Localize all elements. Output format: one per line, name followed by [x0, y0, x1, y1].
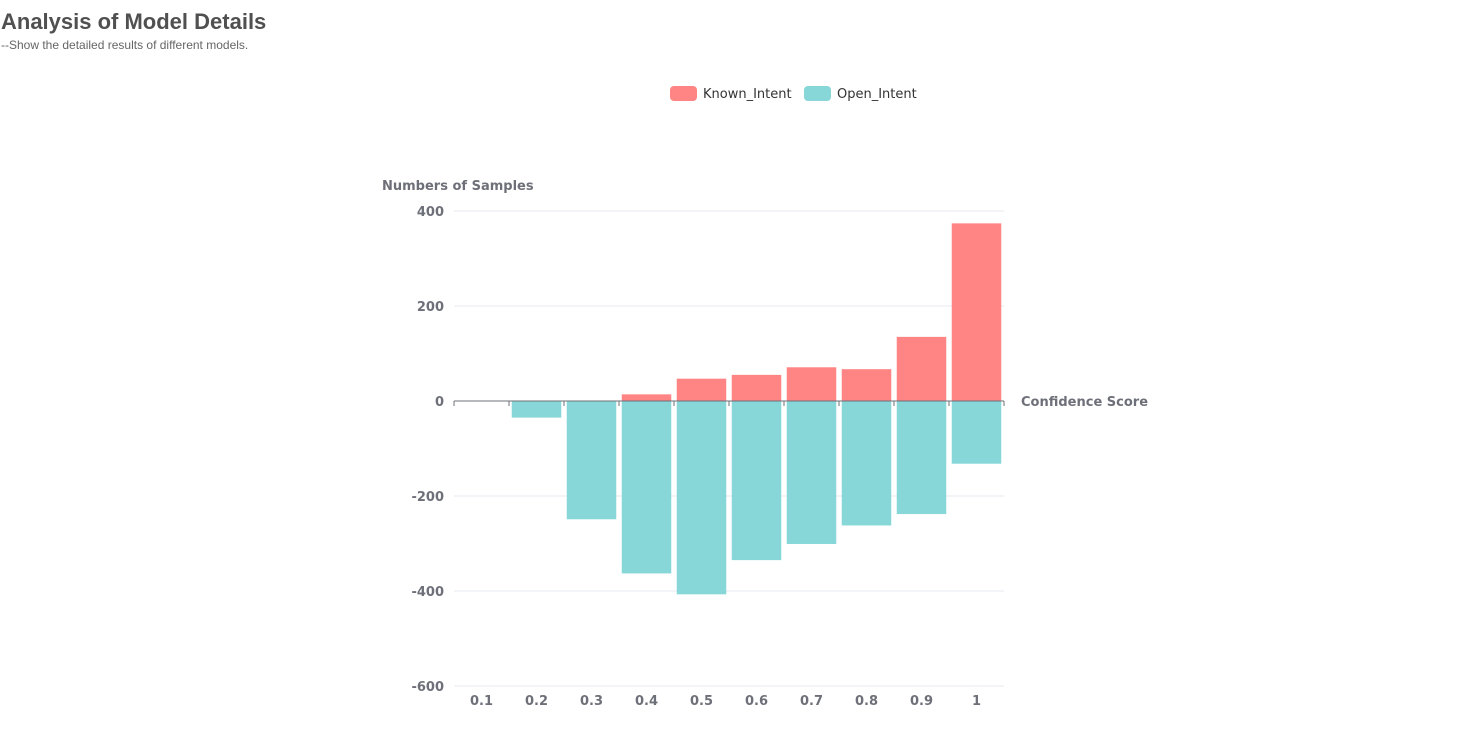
x-tick-label: 0.6 [745, 694, 768, 709]
y-tick-label: 200 [417, 300, 444, 315]
bar-open-intent[interactable] [511, 401, 562, 418]
y-tick-label: -600 [411, 680, 444, 695]
bar-open-intent[interactable] [896, 401, 947, 515]
bar-known-intent[interactable] [896, 336, 947, 401]
x-axis-title: Confidence Score [1021, 395, 1148, 410]
legend-label: Open_Intent [837, 87, 917, 102]
y-tick-label: 400 [417, 205, 444, 220]
bar-open-intent[interactable] [621, 401, 672, 574]
legend-item-known-intent[interactable]: Known_Intent [670, 86, 792, 102]
bar-known-intent[interactable] [731, 374, 782, 401]
grid-lines [454, 210, 1004, 687]
bar-known-intent[interactable] [621, 394, 672, 401]
bar-known-intent[interactable] [786, 367, 837, 401]
page-header: Analysis of Model Details --Show the det… [1, 6, 266, 52]
bar-open-intent[interactable] [786, 401, 837, 544]
x-tick-label: 0.3 [580, 694, 603, 709]
bar-known-intent[interactable] [676, 378, 727, 401]
y-tick-label: 0 [435, 395, 444, 410]
x-tick-label: 1 [972, 694, 981, 709]
bars [511, 223, 1002, 595]
x-tick-label: 0.1 [470, 694, 493, 709]
x-tick-label: 0.4 [635, 694, 658, 709]
y-tick-label: -200 [411, 490, 444, 505]
x-tick-label: 0.7 [800, 694, 823, 709]
x-tick-label: 0.5 [690, 694, 713, 709]
bar-open-intent[interactable] [566, 401, 617, 520]
axes: -600 -400 -200 0 200 400 0.1 0.2 0.3 0.4 0.5 0.6 0.7… [382, 179, 1148, 709]
bar-open-intent[interactable] [841, 401, 892, 526]
bar-open-intent[interactable] [951, 401, 1002, 464]
x-tick-label: 0.8 [855, 694, 878, 709]
legend[interactable]: Known_Intent Open_Intent [670, 86, 917, 102]
legend-swatch [804, 86, 831, 101]
x-tick-label: 0.9 [910, 694, 933, 709]
legend-swatch [670, 86, 697, 101]
legend-item-open-intent[interactable]: Open_Intent [804, 86, 917, 102]
bar-known-intent[interactable] [841, 369, 892, 401]
bar-open-intent[interactable] [731, 401, 782, 561]
page-title: Analysis of Model Details [1, 9, 267, 34]
legend-label: Known_Intent [703, 87, 792, 102]
bar-known-intent[interactable] [951, 223, 1002, 401]
bar-open-intent[interactable] [676, 401, 727, 595]
page-subtitle: --Show the detailed results of different… [1, 38, 249, 52]
y-axis-title: Numbers of Samples [382, 179, 534, 194]
x-tick-label: 0.2 [525, 694, 548, 709]
y-tick-label: -400 [411, 585, 444, 600]
